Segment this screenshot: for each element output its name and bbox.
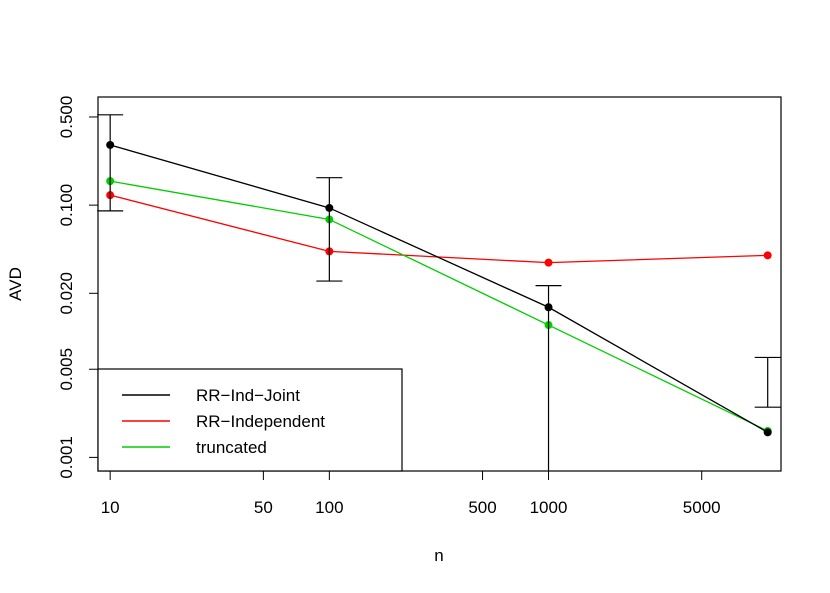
legend-label: truncated	[196, 438, 267, 457]
y-axis-title: AVD	[6, 267, 25, 301]
series-layer	[97, 114, 781, 471]
series-1	[106, 191, 772, 267]
x-axis: 10 50 100 500 1000 5000	[101, 470, 721, 517]
y-tick-label: 0.020	[57, 272, 76, 315]
legend-label: RR−Independent	[196, 412, 325, 431]
y-tick-label: 0.005	[57, 348, 76, 391]
series-line	[110, 180, 768, 432]
series-line	[110, 194, 768, 264]
x-tick-label: 100	[315, 498, 343, 517]
legend-box	[97, 368, 403, 472]
data-point	[544, 258, 553, 267]
y-tick-label: 0.100	[57, 184, 76, 227]
y-tick-label: 0.500	[57, 96, 76, 139]
x-tick-label: 1000	[530, 498, 568, 517]
x-tick-label: 50	[254, 498, 273, 517]
series-0	[97, 114, 781, 471]
data-point	[106, 140, 115, 149]
series-line	[109, 144, 769, 433]
legend: RR−Ind−Joint RR−Independent truncated	[97, 368, 403, 472]
y-axis: 0.500 0.100 0.020 0.005 0.001	[57, 96, 99, 479]
data-point	[544, 303, 553, 312]
data-point	[763, 428, 772, 437]
legend-label: RR−Ind−Joint	[196, 386, 300, 405]
x-tick-label: 10	[101, 498, 120, 517]
x-tick-label: 5000	[683, 498, 721, 517]
data-point	[763, 251, 772, 260]
x-tick-label: 500	[468, 498, 496, 517]
data-point	[325, 203, 334, 212]
y-tick-label: 0.001	[57, 436, 76, 479]
x-axis-title: n	[434, 546, 443, 565]
